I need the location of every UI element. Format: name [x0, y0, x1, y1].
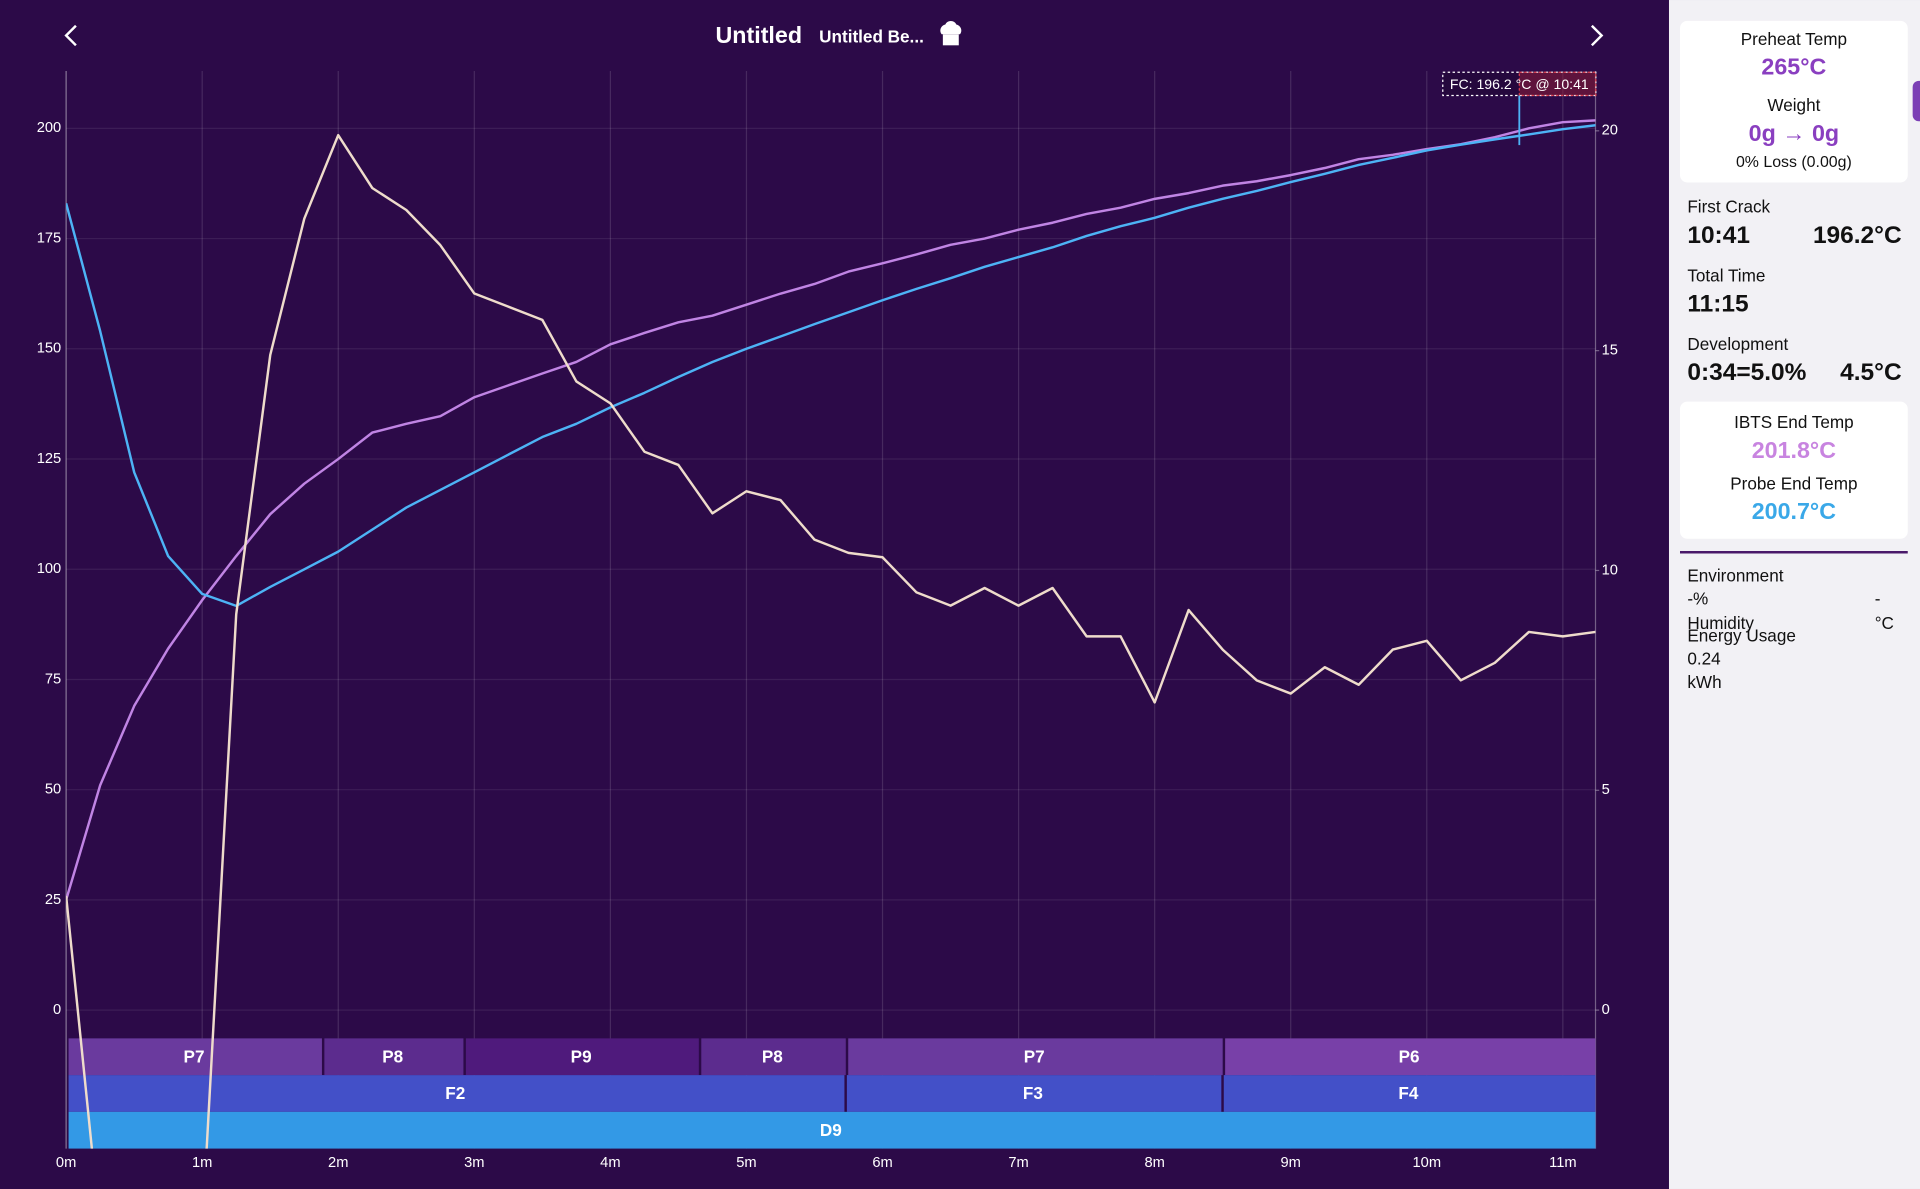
label: Development — [1687, 334, 1788, 354]
phase-label: D9 — [820, 1120, 842, 1140]
phase-band — [1223, 1075, 1596, 1112]
value: 11:15 — [1687, 290, 1748, 317]
y-tick-label: 0 — [53, 1002, 61, 1018]
value: kWh — [1687, 672, 1721, 692]
label: Energy Usage — [1687, 625, 1796, 645]
phase-label: F3 — [1023, 1083, 1043, 1103]
series-line — [66, 133, 1596, 1149]
label: Humidity — [1687, 613, 1754, 633]
value: -% — [1687, 589, 1708, 609]
plot: 0m 1m 2m 3m 4m 5m 6m 7m 8m 9m 10m 11m02550751001251… — [37, 71, 1618, 1171]
annotation-highlight — [1518, 71, 1597, 97]
chef-icon[interactable] — [940, 21, 962, 46]
y-tick-label: 125 — [37, 451, 62, 467]
x-tick-label: 7m — [1008, 1155, 1028, 1171]
phase-band — [465, 1038, 699, 1076]
prev-button[interactable] — [64, 24, 77, 47]
y-tick-label: 200 — [37, 120, 62, 136]
x-tick-label: 0m — [56, 1155, 76, 1171]
phase-label: F4 — [1398, 1083, 1418, 1103]
bean-name[interactable]: Untitled Be... — [819, 27, 924, 47]
phase-label: P7 — [1024, 1047, 1045, 1067]
x-tick-label: 4m — [600, 1155, 620, 1171]
x-tick-label: 1m — [192, 1155, 212, 1171]
y-tick-label: 150 — [37, 341, 62, 357]
x-tick-label: 10m — [1412, 1155, 1441, 1171]
value: 0:34=5.0% — [1687, 359, 1806, 386]
phase-band — [68, 1075, 845, 1112]
y-tick-label: 100 — [37, 561, 62, 577]
value: 265°C — [1761, 54, 1826, 80]
phase-band — [846, 1075, 1222, 1112]
y-tick-label: 25 — [45, 892, 61, 908]
x-tick-label: 5m — [736, 1155, 756, 1171]
x-tick-label: 2m — [328, 1155, 348, 1171]
value: 0.24 — [1687, 649, 1721, 669]
card — [1680, 401, 1908, 539]
card — [1680, 20, 1908, 183]
phase-band — [324, 1038, 464, 1076]
y-tick-label: 75 — [45, 671, 61, 687]
y2-tick-label: 20 — [1602, 123, 1618, 139]
label: First Crack — [1687, 197, 1770, 217]
x-tick-label: 3m — [464, 1155, 484, 1171]
value: - — [1875, 589, 1881, 609]
phase-label: P8 — [382, 1047, 403, 1067]
value: 196.2°C — [1813, 222, 1902, 249]
roast-title: Untitled — [716, 22, 803, 48]
label: Probe End Temp — [1730, 473, 1857, 493]
y-tick-label: 50 — [45, 782, 61, 798]
phase-label: P6 — [1399, 1047, 1420, 1067]
label: Weight — [1767, 95, 1820, 115]
label: Preheat Temp — [1741, 29, 1847, 49]
value: 201.8°C — [1752, 437, 1836, 463]
label: Environment — [1687, 565, 1783, 585]
label: IBTS End Temp — [1734, 412, 1854, 432]
value: 4.5°C — [1840, 359, 1901, 386]
value: 10:41 — [1687, 222, 1750, 249]
value: 200.7°C — [1752, 498, 1836, 524]
phase-band — [68, 1111, 1596, 1149]
y2-tick-label: 10 — [1602, 562, 1618, 578]
phase-label: P9 — [571, 1047, 592, 1067]
chart-background — [0, 0, 1669, 1189]
y2-tick-label: 0 — [1602, 1002, 1610, 1018]
next-button[interactable] — [1590, 24, 1604, 47]
value: 0% Loss (0.00g) — [1736, 154, 1852, 171]
series-line — [66, 124, 1596, 608]
phase-band — [848, 1038, 1223, 1076]
value: 0g → 0g — [1749, 120, 1839, 146]
phase-label: P7 — [184, 1047, 205, 1067]
phase-label: P8 — [762, 1047, 783, 1067]
y-tick-label: 175 — [37, 230, 62, 246]
label: °C — [1875, 613, 1894, 633]
y2-tick-label: 15 — [1602, 343, 1618, 359]
side-tab[interactable] — [1912, 80, 1920, 122]
annotation-label: FC: 196.2 °C @ 10:41 — [1450, 76, 1589, 92]
x-tick-label: 8m — [1144, 1155, 1164, 1171]
label: Total Time — [1687, 265, 1765, 285]
sidebar — [1668, 0, 1920, 1189]
y2-tick-label: 5 — [1602, 782, 1610, 798]
phase-band — [68, 1038, 322, 1076]
series-line — [66, 119, 1596, 901]
phase-label: F2 — [445, 1083, 465, 1103]
phase-band — [1225, 1038, 1596, 1076]
series-group — [66, 119, 1596, 1149]
phase-band — [701, 1038, 846, 1076]
x-tick-label: 9m — [1281, 1155, 1301, 1171]
x-tick-label: 11m — [1549, 1155, 1576, 1171]
x-tick-label: 6m — [872, 1155, 892, 1171]
